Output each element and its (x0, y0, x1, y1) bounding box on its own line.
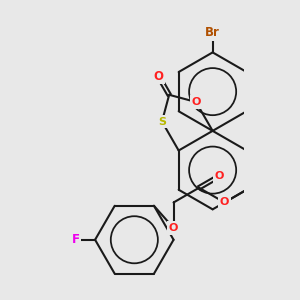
Text: O: O (153, 70, 164, 83)
Text: S: S (158, 117, 166, 127)
Text: O: O (169, 223, 178, 233)
Text: O: O (220, 197, 229, 208)
Text: F: F (71, 233, 80, 246)
Text: O: O (215, 171, 224, 181)
Text: O: O (191, 97, 201, 107)
Text: Br: Br (205, 26, 220, 39)
